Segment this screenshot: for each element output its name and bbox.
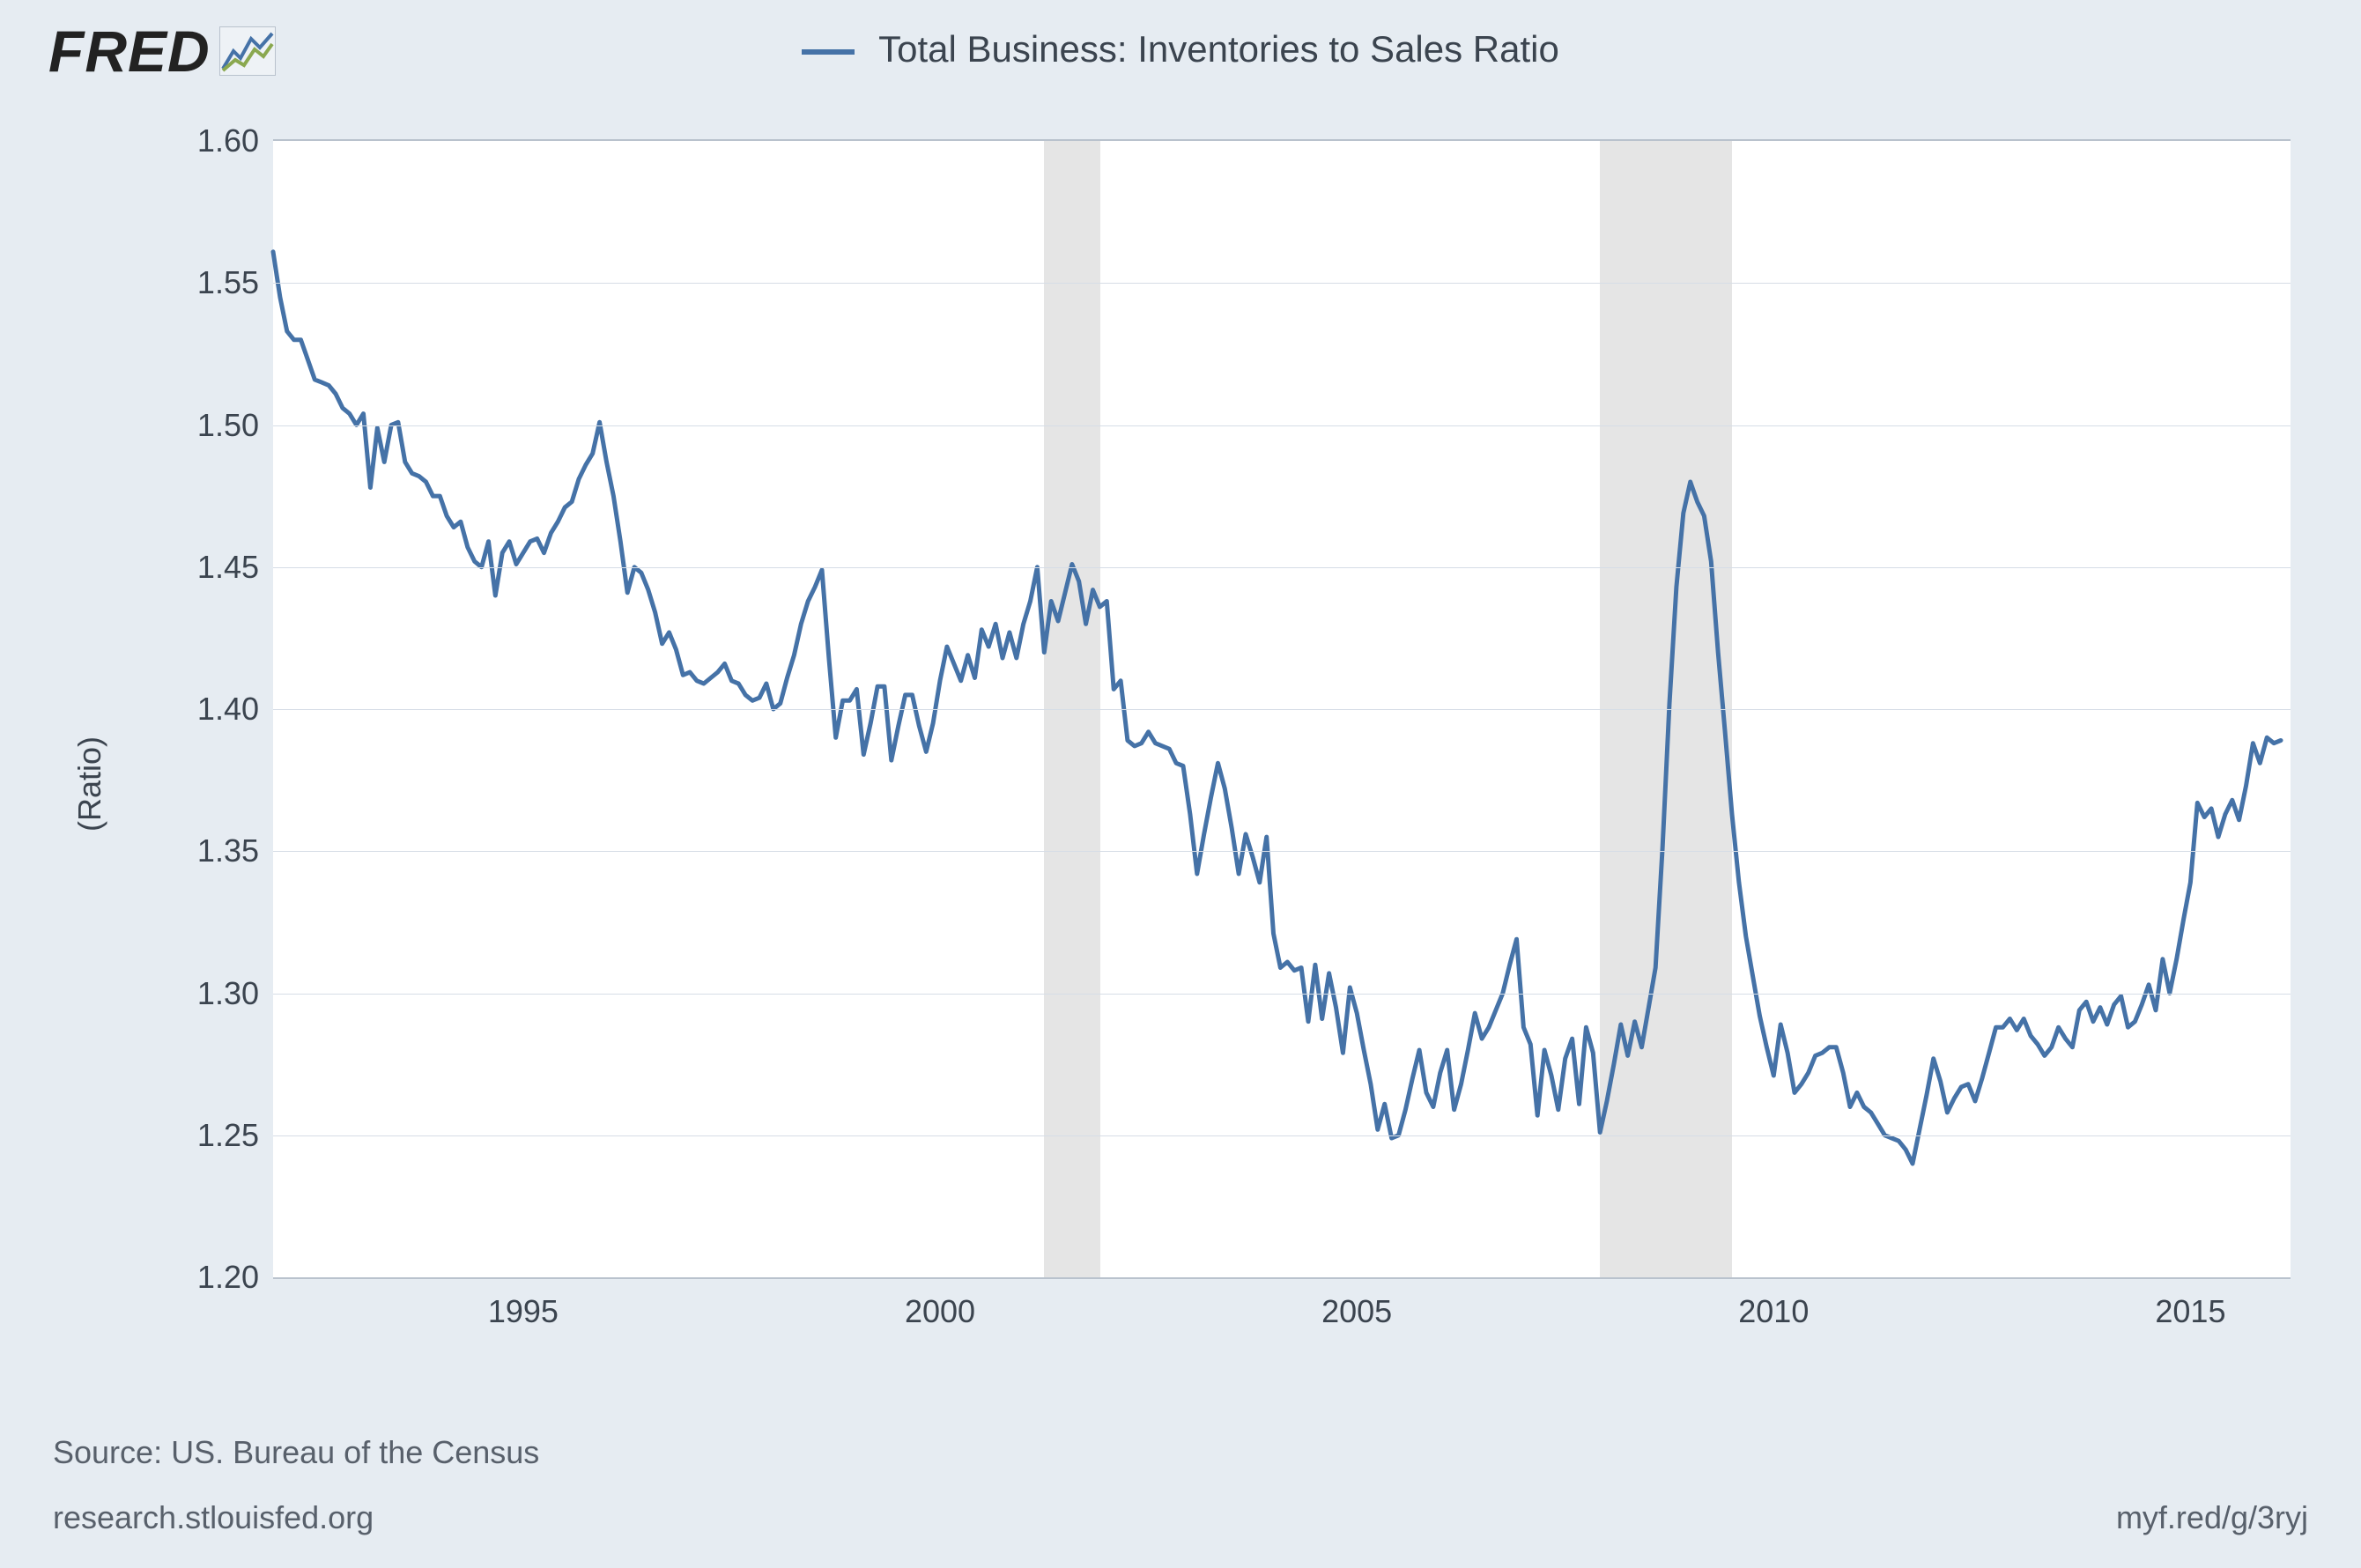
plot-wrap: 1.201.251.301.351.401.451.501.551.601995…	[273, 139, 2291, 1276]
x-tick-label: 2010	[1738, 1277, 1809, 1330]
x-tick-label: 1995	[488, 1277, 559, 1330]
gridline	[273, 709, 2291, 710]
legend-label: Total Business: Inventories to Sales Rat…	[878, 28, 1559, 70]
legend: Total Business: Inventories to Sales Rat…	[0, 28, 2361, 70]
y-tick-label: 1.40	[197, 691, 273, 728]
y-tick-label: 1.50	[197, 407, 273, 444]
y-tick-label: 1.20	[197, 1259, 273, 1296]
gridline	[273, 1135, 2291, 1136]
y-tick-label: 1.25	[197, 1117, 273, 1154]
gridline	[273, 283, 2291, 284]
gridline	[273, 567, 2291, 568]
gridline	[273, 994, 2291, 995]
x-tick-label: 2000	[905, 1277, 975, 1330]
x-tick-label: 2005	[1321, 1277, 1392, 1330]
source-line: Source: US. Bureau of the Census	[53, 1434, 539, 1471]
gridline	[273, 851, 2291, 852]
gridline	[273, 425, 2291, 426]
y-tick-label: 1.55	[197, 264, 273, 301]
x-tick-label: 2015	[2155, 1277, 2225, 1330]
y-tick-label: 1.30	[197, 975, 273, 1012]
footer: Source: US. Bureau of the Census researc…	[53, 1434, 2308, 1536]
short-url: myf.red/g/3ryj	[2116, 1499, 2308, 1536]
y-tick-label: 1.35	[197, 832, 273, 869]
y-tick-label: 1.60	[197, 122, 273, 159]
site-line: research.stlouisfed.org	[53, 1499, 539, 1536]
footer-left: Source: US. Bureau of the Census researc…	[53, 1434, 539, 1536]
y-tick-label: 1.45	[197, 549, 273, 586]
series-path	[273, 252, 2281, 1164]
chart-frame: FRED Total Business: Inventories to Sale…	[0, 0, 2361, 1568]
plot-area: 1.201.251.301.351.401.451.501.551.601995…	[273, 139, 2291, 1279]
legend-swatch	[802, 49, 855, 55]
y-axis-label: (Ratio)	[71, 736, 108, 832]
